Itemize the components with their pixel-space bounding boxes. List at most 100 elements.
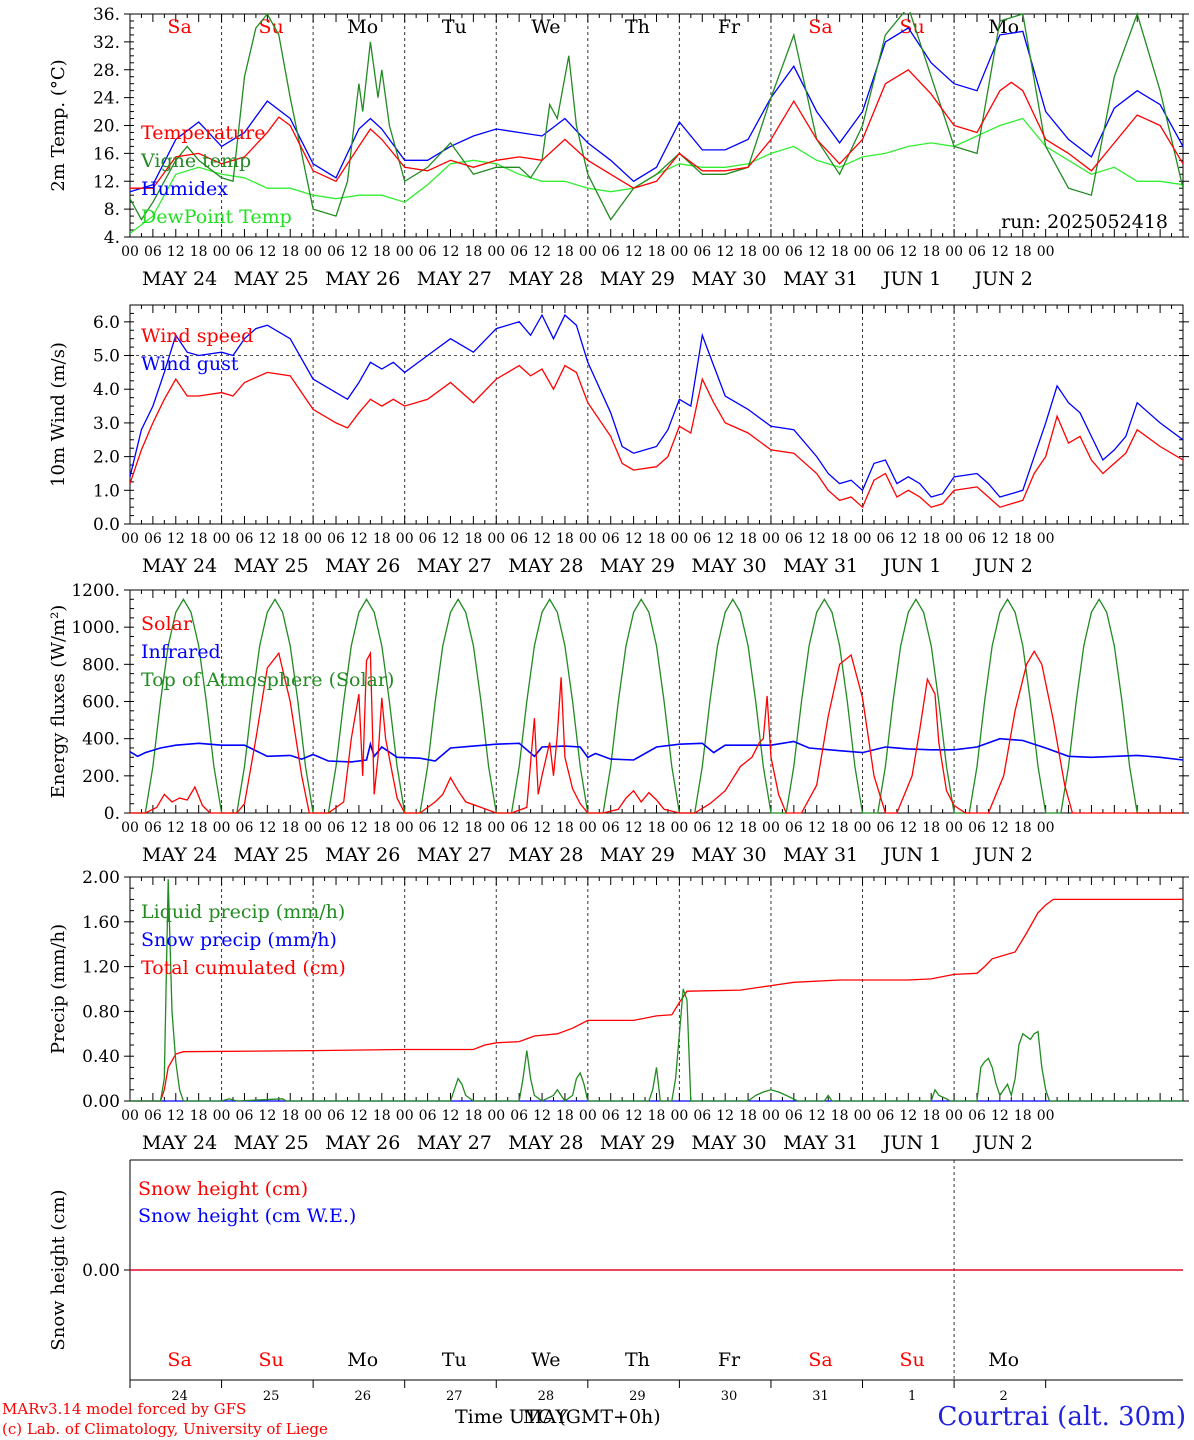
hour-label: 12 [991,531,1009,547]
day-number-label: 1 [908,1389,916,1404]
hour-label: 00 [579,820,597,836]
weekday-label: We [531,16,560,38]
series-line [130,737,1183,763]
y-tick-label: 0.00 [82,1092,120,1112]
hour-label: 18 [190,244,208,260]
hour-label: 12 [716,244,734,260]
date-label: JUN 1 [881,555,941,577]
hour-label: 18 [739,820,757,836]
hour-label: 12 [625,820,643,836]
hour-label: 12 [991,1108,1009,1124]
date-label: JUN 2 [972,555,1032,577]
date-label: MAY 26 [325,268,400,290]
hour-label: 18 [556,531,574,547]
hour-label: 12 [991,244,1009,260]
hour-label: 06 [602,244,620,260]
hour-label: 00 [213,820,231,836]
day-number-label: 2 [1000,1389,1008,1404]
hour-label: 00 [1037,1108,1055,1124]
panel-5: 0.00 Snow height (cm) 24 25 26 27 28 29 30 31 1 2 Sa… [48,1159,1183,1404]
hour-label: 18 [648,820,666,836]
hour-label: 06 [693,531,711,547]
hour-label: 00 [213,244,231,260]
hour-label: 06 [419,820,437,836]
y-tick-label: 0.40 [82,1047,120,1067]
legend-entry: Humidex [141,178,228,200]
y-axis-label: Snow height (cm) [48,1189,69,1350]
weekday-label: Su [899,16,924,38]
hour-label: 00 [396,531,414,547]
date-label: MAY 31 [783,844,858,866]
hour-label: 18 [281,244,299,260]
date-label: MAY 24 [142,268,217,290]
y-tick-label: 32. [93,33,120,53]
hour-label: 06 [236,1108,254,1124]
hour-label: 06 [785,244,803,260]
day-number-label: 26 [354,1389,371,1404]
hour-label: 12 [442,244,460,260]
hour-label: 00 [213,531,231,547]
date-label: MAY 29 [600,1132,675,1154]
y-tick-label: 0. [104,804,120,824]
y-tick-label: 3.0 [93,414,120,434]
hour-label: 06 [602,820,620,836]
hour-label: 18 [464,820,482,836]
hour-label: 06 [327,244,345,260]
weekday-label: Sa [167,16,191,38]
hour-label: 00 [396,820,414,836]
hour-label: 06 [968,820,986,836]
hour-label: 12 [716,531,734,547]
hour-label: 18 [831,244,849,260]
legend-entry: Snow height (cm) [138,1178,308,1200]
hour-label: 00 [121,531,139,547]
hour-label: 12 [625,531,643,547]
date-label: MAY 31 [783,268,858,290]
panel-3: 0. 200. 400. 600. 800. 1000. 1200.Energy fluxe… [48,581,1189,866]
hour-label: 12 [899,1108,917,1124]
hour-label: 12 [716,1108,734,1124]
date-label: JUN 2 [972,268,1032,290]
date-label: MAY 28 [508,555,583,577]
hour-label: 18 [556,1108,574,1124]
legend-entry: Infrared [141,641,221,663]
hour-label: 00 [945,820,963,836]
date-label: MAY 26 [325,555,400,577]
hour-label: 06 [327,531,345,547]
hour-label: 00 [121,1108,139,1124]
hour-label: 00 [121,244,139,260]
series-line [130,27,1183,193]
hour-label: 06 [236,244,254,260]
date-label: MAY 27 [417,555,492,577]
weekday-label: We [531,1349,560,1371]
hour-label: 00 [945,244,963,260]
y-tick-label: 28. [93,61,120,81]
hour-label: 06 [968,531,986,547]
hour-label: 06 [419,1108,437,1124]
legend-entry: Solar [141,613,193,635]
y-tick-label: 0.80 [82,1002,120,1022]
date-label: MAY 27 [417,268,492,290]
hour-label: 18 [373,820,391,836]
date-label: MAY 26 [325,1132,400,1154]
date-label: MAY 24 [142,1132,217,1154]
hour-label: 00 [670,1108,688,1124]
hour-label: 18 [831,820,849,836]
hour-label: 18 [648,244,666,260]
model-credit: MARv3.14 model forced by GFS [2,1400,247,1418]
hour-label: 00 [579,1108,597,1124]
date-label: JUN 1 [881,844,941,866]
date-label: MAY 29 [600,844,675,866]
hour-label: 06 [236,820,254,836]
hour-label: 12 [258,1108,276,1124]
weekday-label: Tu [442,1349,467,1371]
date-label: MAY 30 [691,268,766,290]
hour-label: 12 [258,244,276,260]
date-label: JUN 1 [881,268,941,290]
hour-label: 12 [899,820,917,836]
weekday-label: Fr [718,16,741,38]
hour-label: 12 [808,531,826,547]
hour-label: 18 [281,531,299,547]
month-overlay: MAY [523,1406,568,1428]
hour-label: 12 [808,820,826,836]
hour-label: 00 [487,244,505,260]
